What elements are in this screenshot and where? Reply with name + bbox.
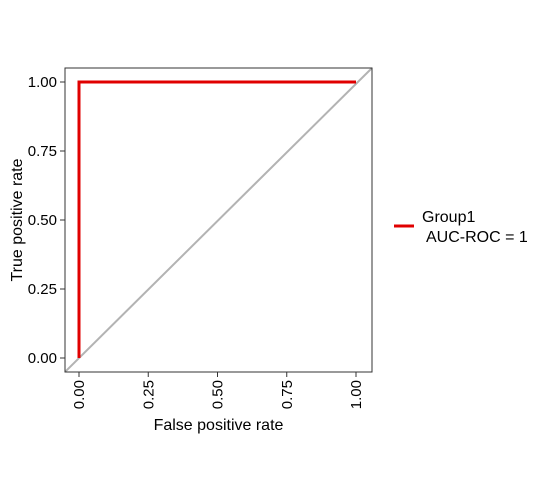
x-tick-label: 0.50 xyxy=(210,380,227,409)
y-axis-ticks: 0.00 0.25 0.50 0.75 1.00 xyxy=(28,74,65,367)
reference-diagonal-line xyxy=(64,67,373,373)
legend: Group1 AUC-ROC = 1 xyxy=(394,209,528,246)
y-tick-label: 0.25 xyxy=(28,281,57,298)
series-layer xyxy=(77,80,356,358)
x-tick-label: 0.25 xyxy=(140,380,157,409)
legend-label-auc: AUC-ROC = 1 xyxy=(426,229,528,246)
x-axis-ticks: 0.00 0.25 0.50 0.75 1.00 xyxy=(71,372,365,409)
y-tick-label: 0.75 xyxy=(28,143,57,160)
y-tick-label: 0.00 xyxy=(28,350,57,367)
reference-layer xyxy=(64,67,373,373)
y-tick-label: 0.50 xyxy=(28,212,57,229)
x-axis-title: False positive rate xyxy=(154,417,284,434)
y-axis-title: True positive rate xyxy=(9,158,26,281)
series-line-group1 xyxy=(77,80,356,358)
x-tick-label: 0.75 xyxy=(279,380,296,409)
legend-label-group1: Group1 xyxy=(422,209,475,226)
x-tick-label: 0.00 xyxy=(71,380,88,409)
y-tick-label: 1.00 xyxy=(28,74,57,91)
x-tick-label: 1.00 xyxy=(348,380,365,409)
